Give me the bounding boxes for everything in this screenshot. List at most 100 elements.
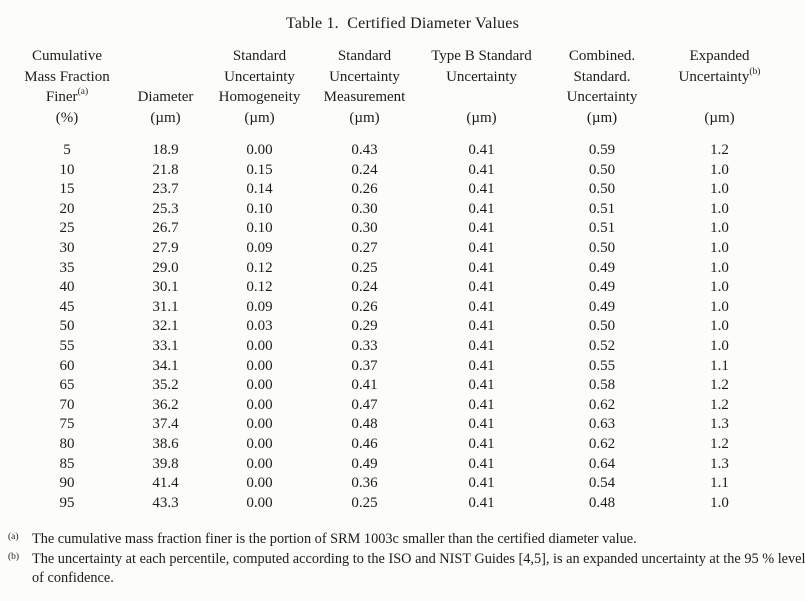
column-header-line: Diameter [137, 89, 194, 105]
cell-mass-fraction-finer: 5 [63, 142, 71, 158]
cell-mass-fraction-finer: 55 [59, 337, 75, 354]
cell-type-b-std-uncertainty: 0.41 [468, 181, 495, 198]
cell-std-uncertainty-homogeneity: 0.10 [246, 200, 273, 217]
cell-std-uncertainty-measurement: 0.25 [351, 259, 378, 276]
cell-expanded-uncertainty: 1.0 [710, 200, 729, 217]
column-header-line: Uncertainty [566, 89, 638, 105]
column-header-line: Cumulative [32, 48, 102, 64]
column-header-line: Expanded [689, 48, 750, 64]
cell-type-b-std-uncertainty: 0.41 [468, 494, 495, 511]
footnote-text: The uncertainty at each percentile, comp… [32, 550, 805, 587]
cell-expanded-uncertainty: 1.0 [710, 279, 729, 296]
cell-std-uncertainty-measurement: 0.25 [351, 494, 378, 511]
cell-expanded-uncertainty: 1.2 [710, 377, 729, 394]
cell-diameter: 36.2 [152, 396, 179, 413]
cell-combined-std-uncertainty: 0.59 [588, 142, 616, 158]
table-row: 30 27.9 0.09 0.27 0.41 0.50 1.0 [14, 239, 777, 259]
cell-expanded-uncertainty: 1.3 [710, 455, 729, 472]
cell-combined-std-uncertainty: 0.62 [588, 435, 616, 452]
cell-expanded-uncertainty: 1.0 [710, 337, 729, 354]
cell-combined-std-uncertainty: 0.48 [588, 494, 616, 511]
cell-std-uncertainty-homogeneity: 0.14 [246, 181, 273, 198]
table-title: Table 1. Certified Diameter Values [285, 15, 520, 32]
cell-std-uncertainty-homogeneity: 0.12 [246, 259, 273, 276]
table-row: 40 30.1 0.12 0.24 0.41 0.49 1.0 [14, 278, 777, 298]
cell-type-b-std-uncertainty: 0.41 [468, 396, 495, 413]
cell-expanded-uncertainty: 1.0 [710, 161, 729, 178]
cell-combined-std-uncertainty: 0.50 [588, 181, 616, 198]
cell-combined-std-uncertainty: 0.62 [588, 396, 616, 413]
column-header-line [421, 87, 542, 108]
cell-combined-std-uncertainty: 0.50 [588, 161, 616, 178]
cell-type-b-std-uncertainty: 0.41 [468, 200, 495, 217]
column-header-line: Uncertainty [446, 68, 517, 85]
cell-std-uncertainty-homogeneity: 0.10 [246, 220, 273, 237]
cell-std-uncertainty-homogeneity: 0.00 [246, 494, 273, 511]
cell-std-uncertainty-homogeneity: 0.00 [246, 377, 273, 394]
table-row: 65 35.2 0.00 0.41 0.41 0.58 1.2 [14, 376, 777, 396]
cell-mass-fraction-finer: 20 [59, 200, 75, 217]
footnote-marker: (a) [8, 532, 19, 543]
cell-combined-std-uncertainty: 0.49 [588, 298, 616, 315]
cell-type-b-std-uncertainty: 0.41 [468, 298, 495, 315]
cell-mass-fraction-finer: 95 [59, 494, 75, 511]
cell-diameter: 43.3 [152, 494, 179, 511]
cell-mass-fraction-finer: 45 [59, 298, 75, 315]
cell-mass-fraction-finer: 40 [59, 279, 75, 296]
cell-std-uncertainty-measurement: 0.47 [351, 396, 378, 413]
cell-type-b-std-uncertainty: 0.41 [468, 377, 495, 394]
column-header-line: (µm) [349, 109, 380, 126]
cell-expanded-uncertainty: 1.0 [710, 239, 729, 256]
cell-type-b-std-uncertainty: 0.41 [468, 357, 495, 374]
cell-combined-std-uncertainty: 0.54 [588, 475, 616, 492]
cell-diameter: 38.6 [152, 435, 179, 452]
cell-std-uncertainty-homogeneity: 0.00 [246, 357, 273, 374]
cell-expanded-uncertainty: 1.0 [710, 318, 729, 335]
column-header-line: (µm) [586, 109, 618, 126]
cell-combined-std-uncertainty: 0.49 [588, 279, 616, 296]
cell-type-b-std-uncertainty: 0.41 [468, 142, 495, 158]
cell-type-b-std-uncertainty: 0.41 [468, 318, 495, 335]
cell-diameter: 33.1 [152, 337, 179, 354]
column-header-line: Uncertainty [224, 68, 295, 85]
cell-type-b-std-uncertainty: 0.41 [468, 337, 495, 354]
cell-mass-fraction-finer: 15 [59, 181, 75, 198]
cell-diameter: 32.1 [152, 318, 179, 335]
cell-expanded-uncertainty: 1.0 [710, 298, 729, 315]
footnote: (a) The cumulative mass fraction finer is… [8, 530, 805, 550]
column-header-line: Standard [232, 48, 287, 64]
cell-std-uncertainty-measurement: 0.46 [351, 435, 378, 452]
cell-diameter: 27.9 [152, 239, 179, 256]
cell-expanded-uncertainty: 1.2 [710, 435, 729, 452]
table-row: 10 21.8 0.15 0.24 0.41 0.50 1.0 [14, 161, 777, 181]
cell-type-b-std-uncertainty: 0.41 [468, 435, 495, 452]
column-header-line: Type B Standard [431, 48, 532, 64]
cell-diameter: 31.1 [152, 298, 179, 315]
column-header-line: Mass Fraction [24, 68, 110, 85]
column-header-line: (%) [55, 109, 79, 126]
cell-type-b-std-uncertainty: 0.41 [468, 239, 495, 256]
table-row: 45 31.1 0.09 0.26 0.41 0.49 1.0 [14, 298, 777, 318]
cell-mass-fraction-finer: 85 [59, 455, 75, 472]
cell-std-uncertainty-homogeneity: 0.00 [246, 435, 273, 452]
cell-expanded-uncertainty: 1.0 [710, 259, 729, 276]
table-row: 85 39.8 0.00 0.49 0.41 0.64 1.3 [14, 455, 777, 475]
column-header-line: (µm) [704, 109, 735, 126]
column-header-line: Finer(a) [45, 87, 89, 105]
cell-diameter: 35.2 [152, 377, 179, 394]
cell-std-uncertainty-homogeneity: 0.12 [246, 279, 273, 296]
table-row: 90 41.4 0.00 0.36 0.41 0.54 1.1 [14, 474, 777, 494]
cell-combined-std-uncertainty: 0.51 [588, 200, 616, 217]
cell-type-b-std-uncertainty: 0.41 [468, 161, 495, 178]
cell-expanded-uncertainty: 1.0 [710, 220, 729, 237]
footnotes: (a) The cumulative mass fraction finer is… [8, 530, 805, 589]
cell-std-uncertainty-homogeneity: 0.00 [246, 396, 273, 413]
cell-diameter: 37.4 [152, 416, 179, 433]
cell-combined-std-uncertainty: 0.55 [588, 357, 616, 374]
column-header-type-b-std-uncertainty: Type B Standard Uncertainty (µm) [421, 46, 542, 128]
cell-std-uncertainty-homogeneity: 0.09 [246, 239, 273, 256]
cell-type-b-std-uncertainty: 0.41 [468, 416, 495, 433]
cell-std-uncertainty-measurement: 0.26 [351, 298, 378, 315]
cell-expanded-uncertainty: 1.2 [710, 396, 729, 413]
cell-type-b-std-uncertainty: 0.41 [468, 259, 495, 276]
